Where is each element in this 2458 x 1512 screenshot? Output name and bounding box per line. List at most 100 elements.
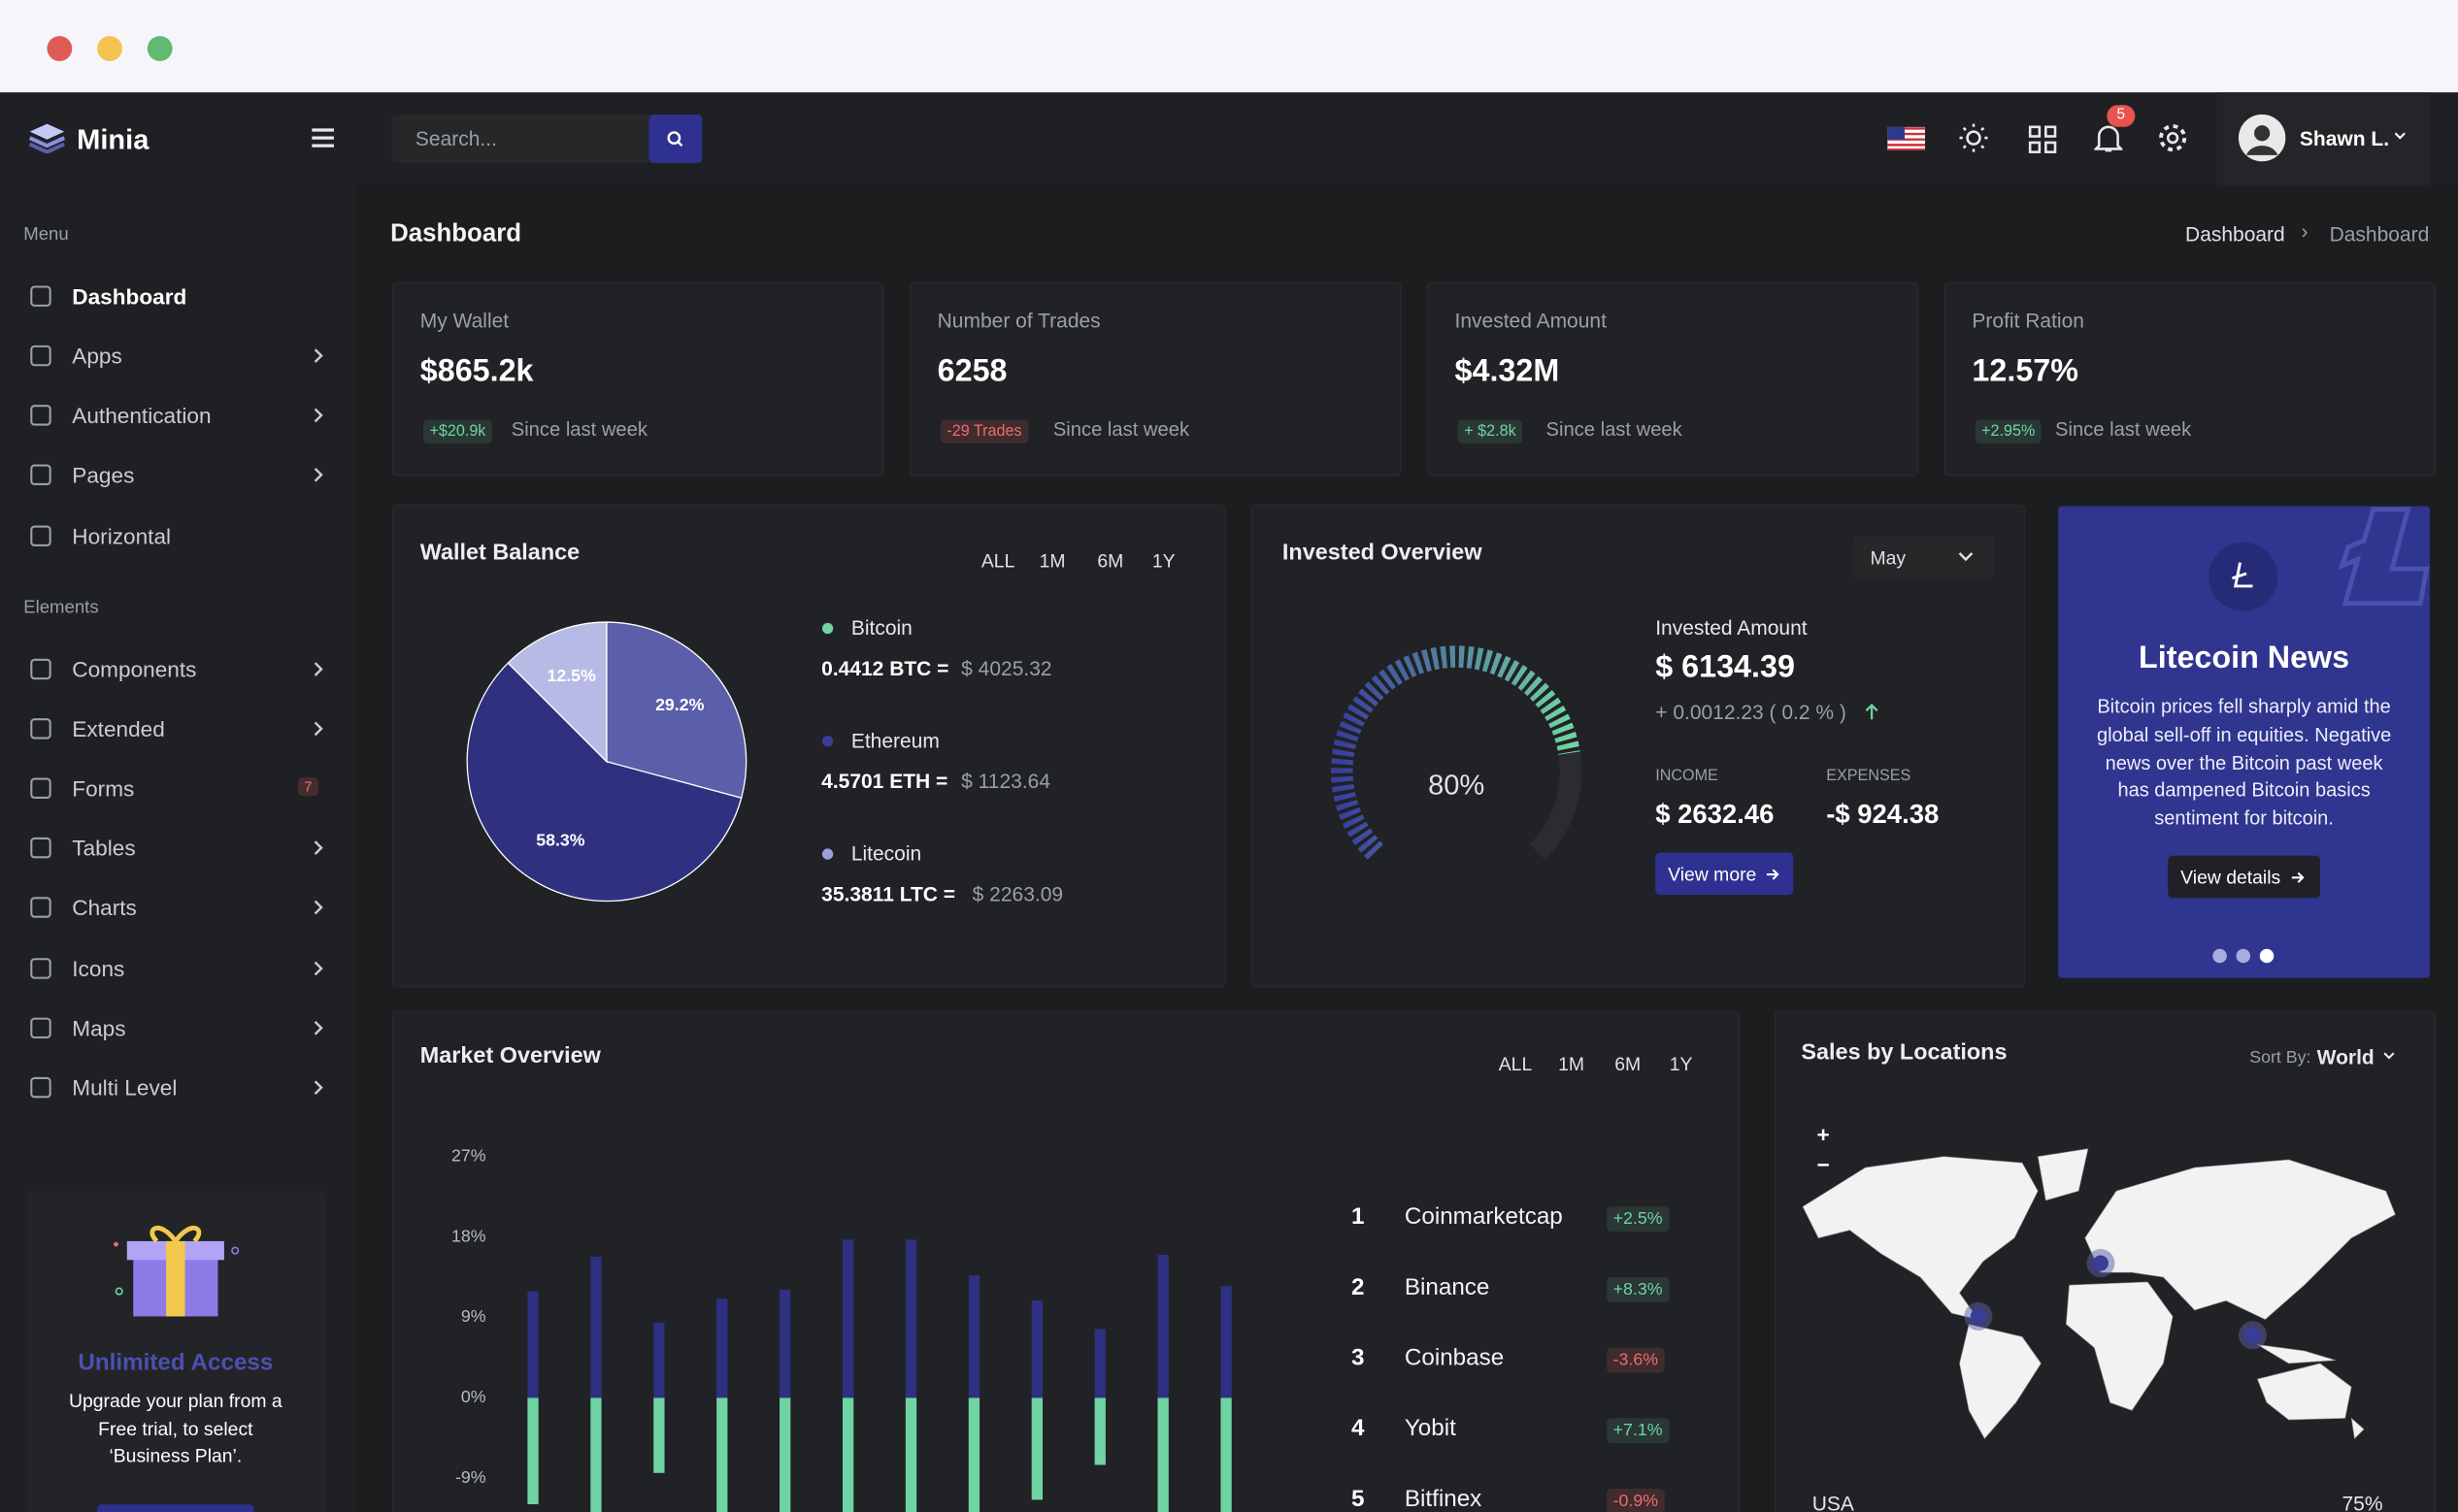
filter-button[interactable]: ALL — [1498, 1053, 1533, 1075]
exchange-name: Coinmarketcap — [1404, 1203, 1563, 1231]
stat-value: 12.57% — [1972, 353, 2078, 389]
promo-button[interactable] — [97, 1504, 254, 1512]
country: USA — [1811, 1492, 1854, 1512]
sort-value[interactable]: World — [2316, 1045, 2375, 1069]
theme-toggle[interactable] — [1958, 122, 1989, 153]
filter-button[interactable]: 1M — [1039, 549, 1066, 573]
litecoin-watermark — [2338, 507, 2430, 607]
pie-slice — [466, 662, 743, 903]
gauge-track — [1529, 751, 1582, 860]
coin-usd: $ 4025.32 — [961, 656, 1052, 680]
filter-button[interactable]: 1Y — [1151, 549, 1176, 573]
nav-item[interactable]: Forms — [72, 775, 135, 802]
nav-item[interactable]: Apps — [72, 343, 122, 369]
bar — [842, 1397, 854, 1512]
bar — [1094, 1397, 1106, 1465]
chevron — [1958, 552, 1974, 562]
arrow — [2291, 871, 2305, 883]
exchange-name: Yobit — [1404, 1415, 1456, 1442]
bar — [1157, 1255, 1169, 1398]
search-button[interactable] — [648, 114, 703, 163]
coin-usd: $ 1123.64 — [961, 769, 1051, 794]
chevron — [314, 961, 323, 976]
chevron — [314, 662, 323, 676]
filter-button[interactable]: 1Y — [1669, 1053, 1693, 1075]
pie-slice — [606, 621, 747, 800]
apps-icon[interactable] — [2028, 125, 2057, 153]
bar — [1031, 1300, 1044, 1398]
section-title: Menu — [23, 225, 69, 245]
filter-button[interactable]: 1M — [1558, 1053, 1585, 1075]
nav-icon — [30, 345, 51, 367]
arrow — [1766, 869, 1779, 880]
chevron — [314, 1020, 323, 1035]
chevron — [2394, 132, 2406, 140]
bar — [905, 1239, 917, 1398]
change: + 0.0012.23 ( 0.2 % ) — [1655, 700, 1846, 725]
nav-item[interactable]: Tables — [72, 835, 136, 861]
bar — [527, 1291, 539, 1398]
nav-item[interactable]: Pages — [72, 462, 135, 488]
pie-label: 58.3% — [536, 831, 585, 850]
stat-change: +$20.9k — [422, 419, 492, 444]
nav-item[interactable]: Charts — [72, 895, 137, 920]
up-arrow — [1865, 704, 1878, 720]
bar — [1220, 1286, 1232, 1398]
bar — [1220, 1397, 1232, 1512]
bar — [1094, 1329, 1106, 1398]
nav-item[interactable]: Multi Level — [72, 1074, 178, 1101]
filter-button[interactable]: 6M — [1097, 549, 1124, 573]
bar — [716, 1397, 728, 1512]
zoom-dot[interactable] — [147, 36, 173, 61]
month-select[interactable] — [1852, 536, 1995, 580]
nav-item[interactable]: Dashboard — [72, 283, 187, 310]
menu-toggle[interactable] — [311, 127, 336, 149]
exchange-change: +8.3% — [1607, 1277, 1669, 1302]
share: 75% — [2342, 1492, 2383, 1512]
world-map — [1802, 1148, 2396, 1440]
nav-item[interactable]: Components — [72, 656, 197, 682]
minimize-dot[interactable] — [97, 36, 122, 61]
bar — [905, 1397, 917, 1512]
nav-item[interactable]: Maps — [72, 1015, 126, 1041]
exchange-change: +2.5% — [1607, 1206, 1669, 1233]
nav-item[interactable]: Authentication — [72, 403, 212, 428]
chevron — [314, 900, 323, 915]
label: INCOME — [1655, 768, 1718, 786]
nav-item[interactable]: Extended — [72, 715, 165, 741]
nav-icon — [30, 1017, 51, 1039]
stat-value: $4.32M — [1454, 353, 1560, 389]
nav-item[interactable]: Horizontal — [72, 523, 172, 549]
y-tick-label: 9% — [461, 1306, 486, 1326]
month-value: May — [1870, 546, 1907, 570]
stat-card — [909, 281, 1402, 477]
filter-button[interactable]: 6M — [1614, 1053, 1642, 1075]
stat-since: Since last week — [511, 418, 648, 441]
button-label: View more — [1668, 863, 1757, 886]
zoom-out[interactable]: − — [1816, 1151, 1830, 1177]
sort-label: Sort By: — [2249, 1048, 2311, 1068]
bell-icon[interactable] — [2094, 122, 2123, 153]
section-title: Elements — [23, 598, 99, 618]
zoom-in[interactable]: + — [1816, 1122, 1830, 1148]
stat-card — [1426, 281, 1919, 477]
close-dot[interactable] — [47, 36, 73, 61]
settings-icon[interactable] — [2157, 122, 2188, 153]
stat-label: My Wallet — [419, 309, 510, 333]
pie-label: 12.5% — [547, 666, 596, 685]
breadcrumb[interactable]: Dashboard — [2185, 222, 2285, 247]
label: EXPENSES — [1826, 768, 1911, 786]
coin-name: Bitcoin — [850, 615, 913, 640]
carousel-dots[interactable] — [2208, 945, 2279, 968]
legend-dot — [821, 848, 834, 860]
filter-button[interactable]: ALL — [980, 549, 1015, 573]
nav-icon — [30, 1076, 51, 1099]
search-input[interactable] — [391, 114, 649, 163]
income: $ 2632.46 — [1655, 799, 1775, 830]
flag[interactable] — [1887, 126, 1925, 151]
exchange-name: Bitfinex — [1404, 1485, 1482, 1512]
nav-icon — [30, 777, 51, 799]
nav-item[interactable]: Icons — [72, 956, 125, 981]
